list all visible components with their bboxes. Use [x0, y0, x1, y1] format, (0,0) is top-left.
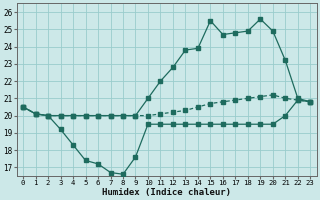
X-axis label: Humidex (Indice chaleur): Humidex (Indice chaleur): [102, 188, 231, 197]
